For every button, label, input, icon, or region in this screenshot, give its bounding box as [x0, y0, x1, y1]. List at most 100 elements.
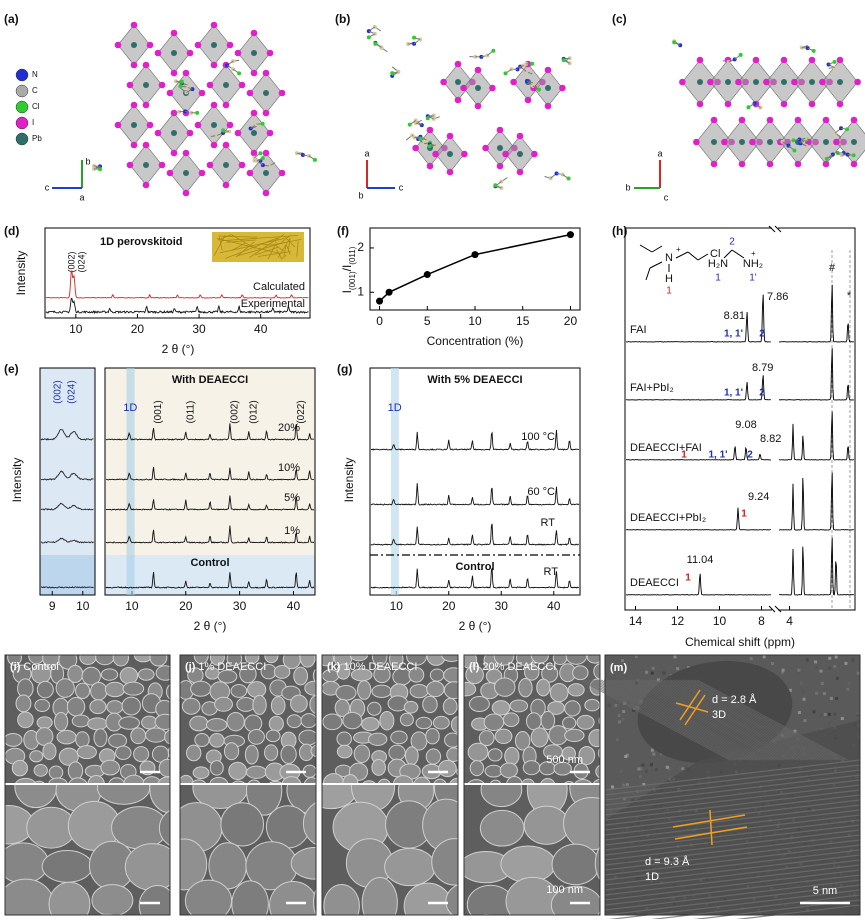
i-atom [833, 139, 840, 146]
data-point [376, 298, 383, 305]
bond [688, 252, 698, 260]
x-axis-label: Concentration (%) [427, 334, 524, 348]
i-atom [235, 50, 242, 57]
y-axis-label: Intensity [14, 251, 28, 296]
c-atom [672, 40, 676, 44]
c-atom [258, 151, 262, 155]
grain [389, 745, 405, 760]
bond [640, 245, 652, 252]
x-tick-label: 10 [69, 322, 83, 336]
grain [585, 699, 600, 711]
grain [123, 682, 144, 695]
i-atom [531, 151, 538, 158]
i-atom [155, 130, 162, 137]
grain [182, 698, 200, 714]
y-axis-label: Intensity [10, 458, 24, 503]
i-atom [199, 170, 206, 177]
x-tick-label: 10 [125, 599, 139, 613]
x-tick-label: 9 [49, 599, 56, 613]
axis-label: b [625, 182, 630, 192]
i-atom [159, 82, 166, 89]
x-tick-label: 20 [179, 599, 193, 613]
c-atom [493, 183, 497, 187]
grain [56, 679, 74, 698]
shift-label: 11.04 [687, 554, 714, 566]
i-atom [482, 145, 489, 152]
sample-label: FAI [630, 324, 647, 336]
grain [125, 844, 180, 891]
grain [427, 681, 444, 696]
noise [856, 714, 859, 717]
pb-atom [497, 145, 503, 151]
c-atom [791, 138, 795, 142]
peak-label: (002) [230, 400, 241, 423]
grain [336, 685, 356, 700]
noise [652, 753, 655, 756]
grain [92, 885, 133, 916]
i-atom [251, 30, 258, 37]
c-atom [178, 84, 182, 88]
i-atom [127, 162, 134, 169]
grain [323, 714, 342, 730]
x-tick-label: 10 [713, 614, 727, 628]
panel-label: (d) [4, 224, 19, 238]
pb-atom [475, 85, 481, 91]
pb-atom [455, 79, 461, 85]
grain [253, 695, 266, 714]
panel-title: With 5% DEAECCI [427, 374, 522, 386]
inset-control-bg [40, 555, 95, 595]
x-tick-label: 20 [442, 599, 456, 613]
grain [105, 682, 124, 696]
i-atom [489, 85, 496, 92]
c-atom [428, 144, 432, 148]
assignment-label: 1, 1' [724, 329, 743, 340]
grain [343, 712, 362, 728]
x-tick-label: 30 [233, 599, 247, 613]
trace-label: Experimental [241, 298, 305, 310]
noise [645, 770, 648, 773]
grain [35, 699, 50, 711]
i-atom [795, 161, 802, 168]
index-label: 2 [729, 237, 735, 248]
i-atom [809, 57, 816, 64]
grain [120, 667, 137, 683]
shift-label: 7.86 [767, 291, 788, 303]
grain [495, 678, 516, 696]
grain [391, 731, 408, 744]
trace-label: 1% [284, 525, 300, 537]
noise [806, 658, 809, 661]
grain [405, 747, 418, 765]
c-atom [418, 137, 422, 141]
grain [266, 730, 280, 742]
grain [116, 746, 132, 759]
i-atom [279, 170, 286, 177]
grain [457, 682, 476, 695]
panel-label: (c) [612, 12, 627, 26]
i-atom [223, 102, 230, 109]
i-atom [211, 22, 218, 29]
grain [246, 766, 266, 778]
noise [828, 667, 831, 670]
grain [433, 716, 449, 729]
grain [146, 728, 167, 742]
x-tick-label: 5 [424, 314, 431, 328]
y-axis-label-part: (011) [348, 246, 357, 264]
noise [614, 704, 617, 707]
x-axis-label: Chemical shift (ppm) [685, 635, 795, 649]
control-label: Control [455, 561, 494, 573]
grain [400, 713, 413, 726]
grain [565, 729, 584, 741]
noise [645, 671, 648, 674]
grain [531, 728, 548, 747]
i-atom [851, 161, 858, 168]
grain [541, 711, 555, 729]
i-atom [697, 101, 704, 108]
panel-title: 1D perovskitoid [100, 236, 183, 248]
legend-text: C [32, 86, 38, 95]
i-atom [517, 133, 524, 140]
grain [18, 712, 34, 728]
grain [37, 681, 53, 697]
grain [301, 714, 317, 728]
panel-label: (l)20% DEAECCI [469, 661, 556, 673]
i-atom [223, 142, 230, 149]
